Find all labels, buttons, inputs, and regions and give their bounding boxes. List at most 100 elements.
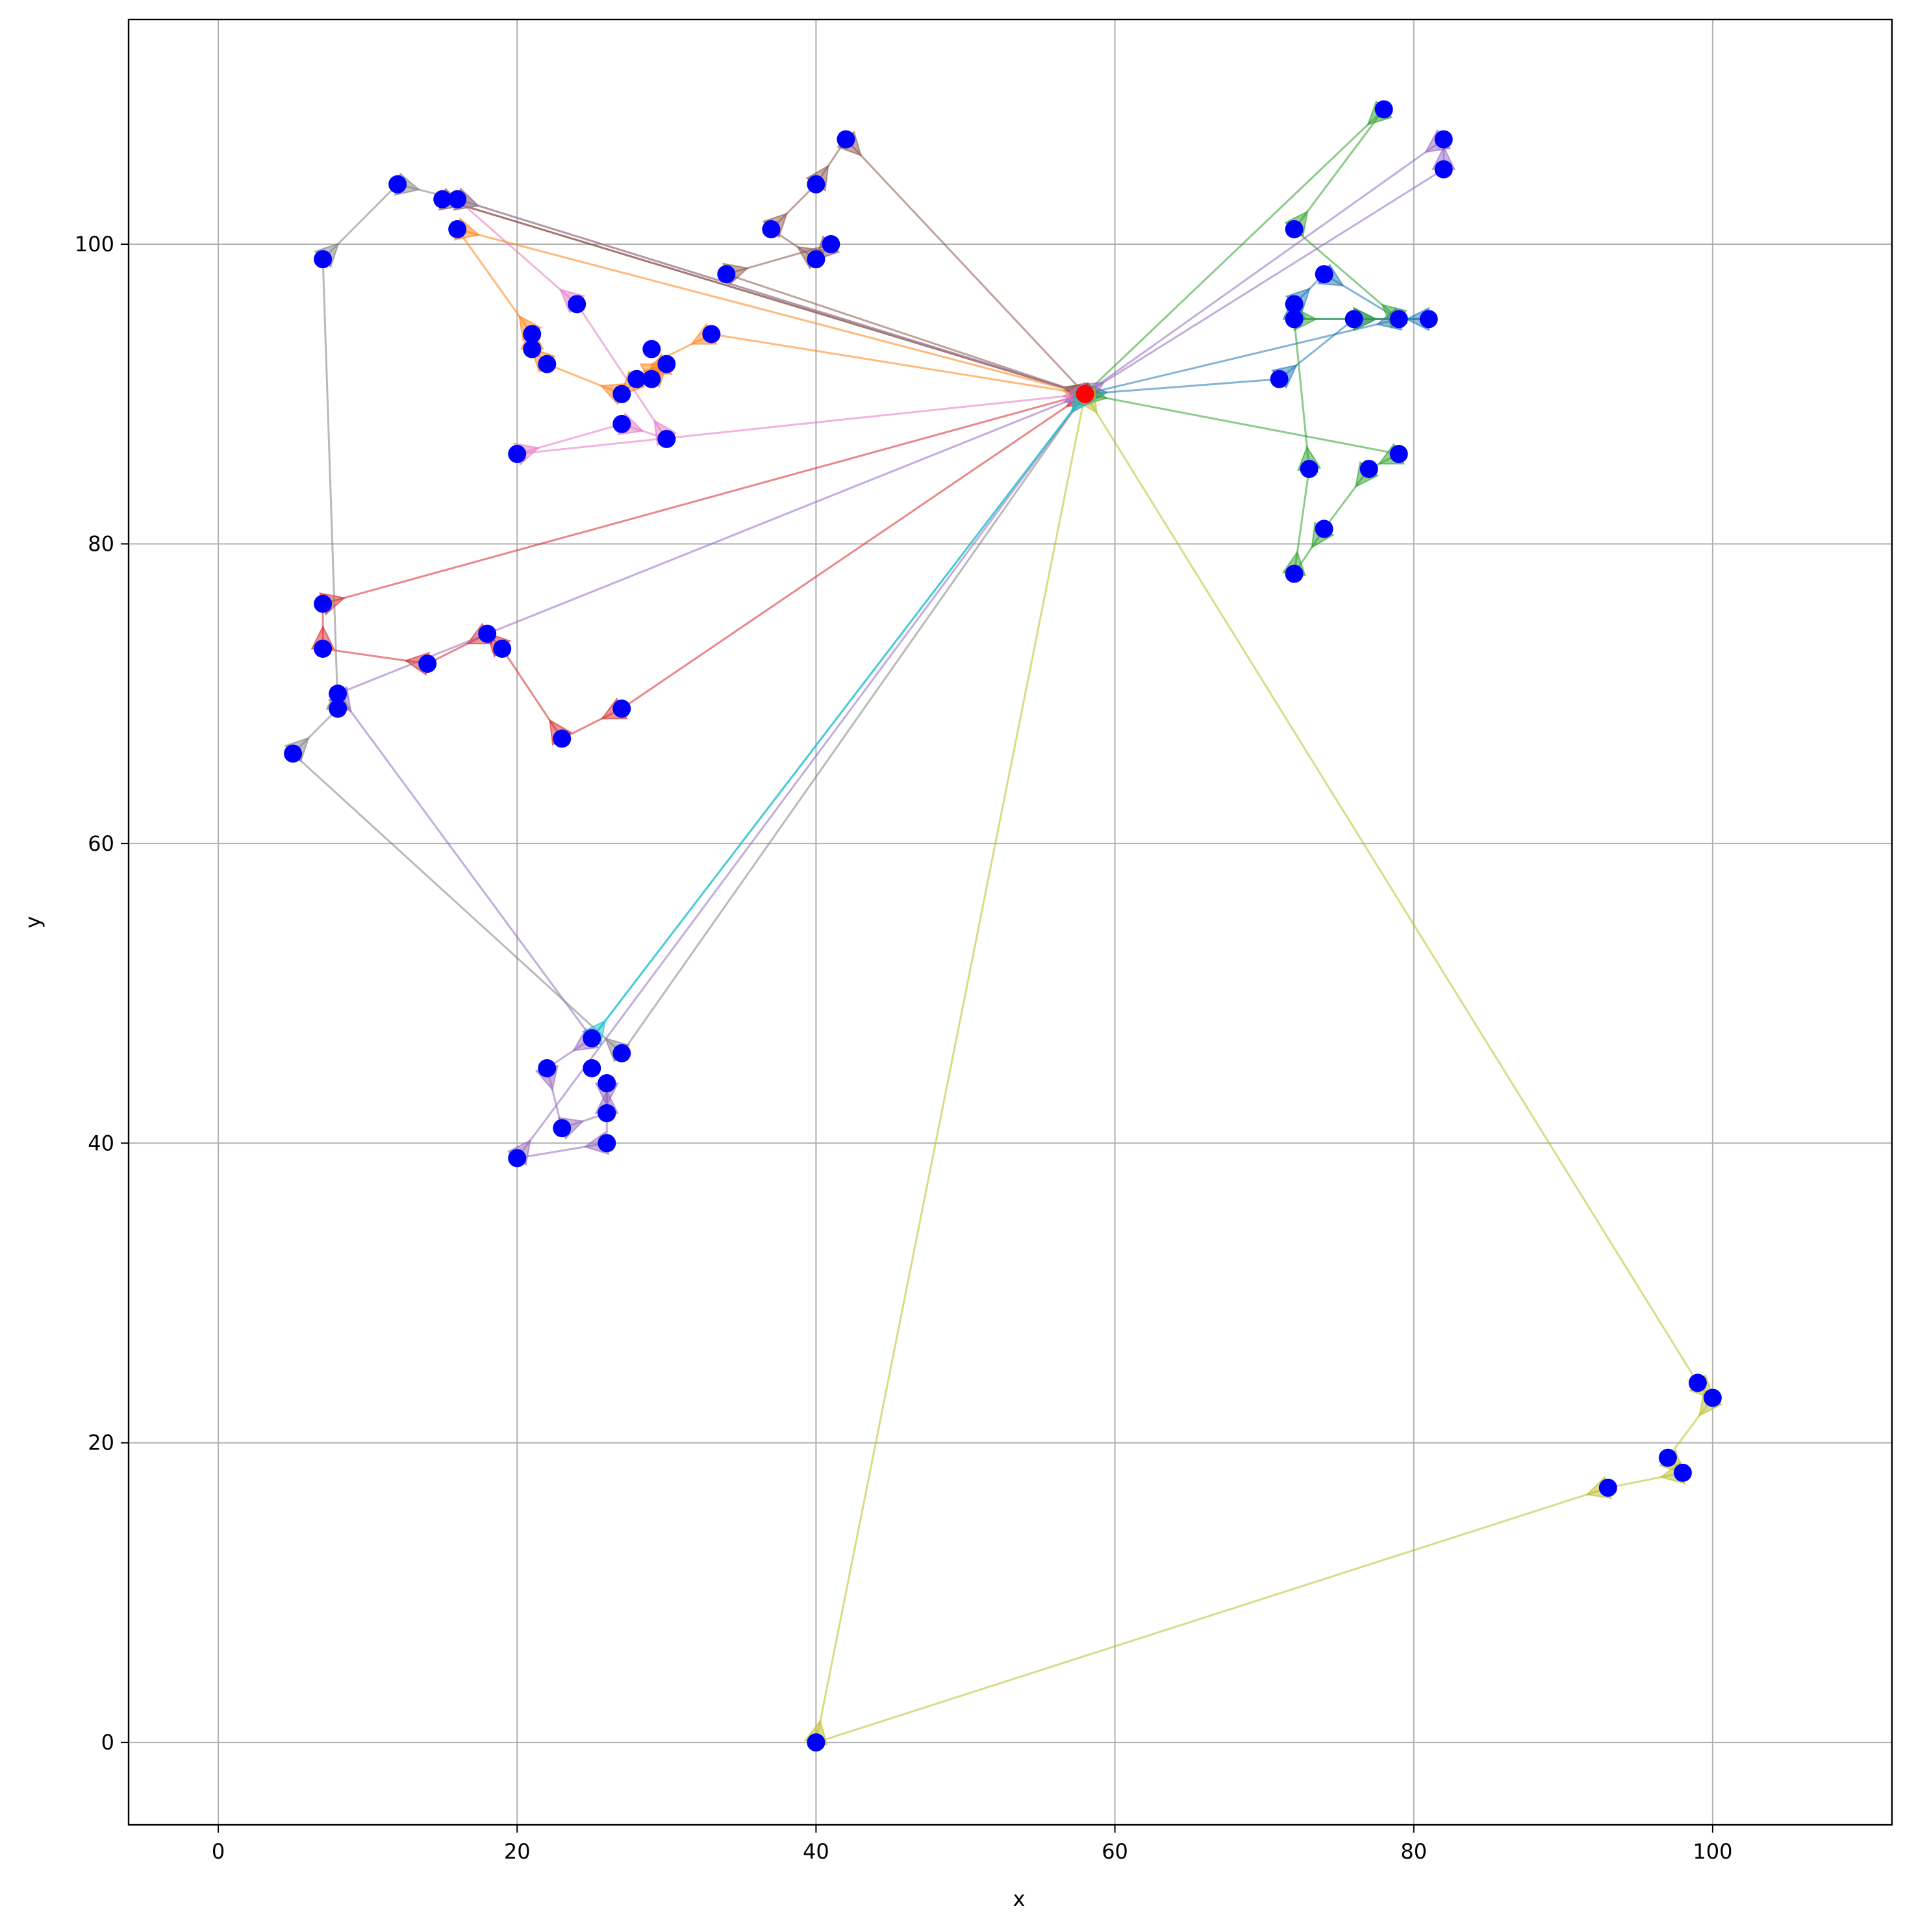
x-tick-label: 0: [212, 1839, 225, 1864]
route-segment: [1084, 138, 1444, 395]
customer-point: [1389, 445, 1408, 464]
customer-point: [583, 1029, 601, 1048]
route-3: [1082, 100, 1407, 577]
customer-point: [807, 1733, 826, 1752]
customer-point: [1374, 100, 1393, 119]
route-segment: [292, 753, 623, 1054]
x-tick-label: 60: [1102, 1839, 1128, 1864]
customer-point: [448, 190, 467, 208]
customer-point: [508, 445, 527, 464]
route-9: [803, 387, 1723, 1746]
customer-point: [612, 699, 631, 718]
customer-point: [448, 220, 467, 238]
route-segment: [1084, 108, 1385, 395]
customer-point: [314, 594, 333, 613]
customer-point: [612, 1044, 631, 1062]
customer-point: [762, 220, 781, 238]
customer-point: [1344, 310, 1363, 329]
customer-point: [568, 295, 586, 314]
customer-point: [1285, 295, 1304, 314]
customer-point: [388, 175, 407, 194]
customer-point: [314, 250, 333, 269]
customer-point: [807, 250, 826, 269]
customer-point: [508, 1149, 527, 1168]
customer-point: [418, 655, 437, 673]
route-layer: [284, 100, 1723, 1746]
customer-point: [837, 130, 855, 149]
customer-point: [702, 325, 721, 344]
route-segment: [815, 1487, 1609, 1744]
y-tick-label: 60: [88, 831, 114, 856]
point-layer: [284, 100, 1722, 1752]
customer-point: [717, 265, 736, 284]
route-segment: [711, 333, 1085, 395]
customer-point: [493, 639, 512, 658]
route-segment: [457, 198, 1085, 395]
route-segment: [621, 393, 1086, 1054]
customer-point: [314, 639, 333, 658]
plot-frame: [127, 18, 1893, 1826]
customer-point: [329, 699, 347, 718]
route-segment: [1085, 318, 1400, 395]
customer-point: [1300, 460, 1318, 479]
grid-layer: [129, 19, 1892, 1825]
customer-point: [1688, 1374, 1707, 1392]
route-segment: [576, 303, 668, 440]
route-segment: [845, 138, 1086, 395]
customer-point: [822, 235, 840, 254]
customer-point: [598, 1134, 616, 1153]
route-segment: [621, 393, 1086, 710]
x-axis-label: x: [1013, 1887, 1026, 1911]
customer-point: [657, 429, 676, 448]
customer-point: [553, 1119, 572, 1138]
customer-point: [642, 370, 661, 388]
customer-point: [523, 325, 542, 344]
tick-layer: 0 20 40 60 80 100 0 20 40 60 80 100: [75, 232, 1733, 1864]
customer-point: [612, 384, 631, 403]
customer-point: [1285, 310, 1304, 329]
customer-point: [1285, 220, 1304, 238]
route-segment: [322, 259, 339, 709]
customer-point: [1270, 370, 1289, 388]
route-8: [284, 172, 1096, 1063]
customer-point: [1419, 310, 1438, 329]
customer-point: [612, 414, 631, 433]
route-segment: [1084, 393, 1699, 1384]
customer-point: [1389, 310, 1408, 329]
route-segment: [322, 393, 1085, 605]
route-segment: [457, 228, 1085, 395]
customer-point: [1658, 1448, 1677, 1467]
y-axis-label: y: [21, 916, 45, 929]
route-segment: [516, 393, 1086, 1159]
route-segment: [457, 198, 578, 305]
y-tick-label: 100: [75, 232, 114, 257]
customer-point: [1703, 1388, 1722, 1407]
customer-point: [807, 175, 826, 194]
customer-point: [598, 1074, 616, 1093]
customer-point: [1673, 1463, 1692, 1482]
customer-point: [642, 340, 661, 358]
customer-point: [553, 729, 572, 748]
route-segment: [336, 693, 593, 1039]
customer-point: [1598, 1478, 1617, 1497]
customer-point: [598, 1104, 616, 1123]
x-tick-label: 100: [1693, 1839, 1732, 1864]
customer-point: [329, 684, 347, 703]
customer-point: [1434, 130, 1453, 149]
customer-point: [1315, 265, 1333, 284]
route-2: [453, 217, 1088, 407]
route-segment: [1293, 108, 1385, 230]
y-tick-label: 0: [101, 1730, 114, 1755]
x-tick-label: 20: [504, 1839, 531, 1864]
route-segment: [814, 394, 1087, 1743]
depot-point: [1076, 384, 1094, 403]
customer-point: [433, 190, 452, 208]
y-tick-label: 20: [88, 1431, 114, 1455]
route-segment: [1085, 393, 1400, 455]
x-tick-label: 40: [803, 1839, 829, 1864]
customer-point: [1285, 564, 1304, 583]
y-tick-label: 80: [88, 531, 114, 556]
customer-point: [1359, 460, 1378, 479]
